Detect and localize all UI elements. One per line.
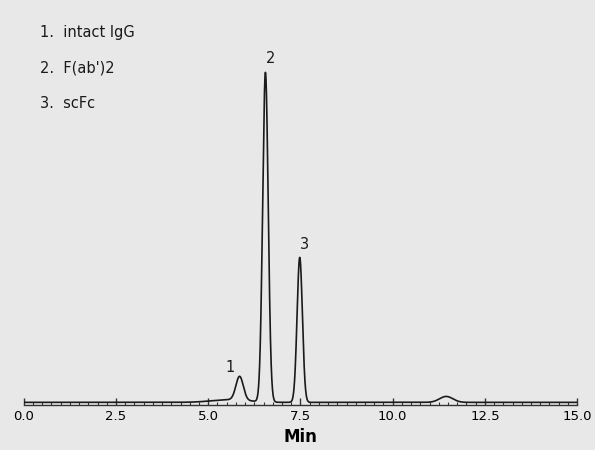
Text: 2.  F(ab')2: 2. F(ab')2 (40, 60, 115, 76)
Text: 3: 3 (300, 238, 309, 252)
Text: 3.  scFc: 3. scFc (40, 96, 96, 111)
Text: 1: 1 (225, 360, 234, 375)
Text: 1.  intact IgG: 1. intact IgG (40, 25, 135, 40)
Text: 2: 2 (265, 51, 275, 66)
X-axis label: Min: Min (284, 428, 317, 446)
